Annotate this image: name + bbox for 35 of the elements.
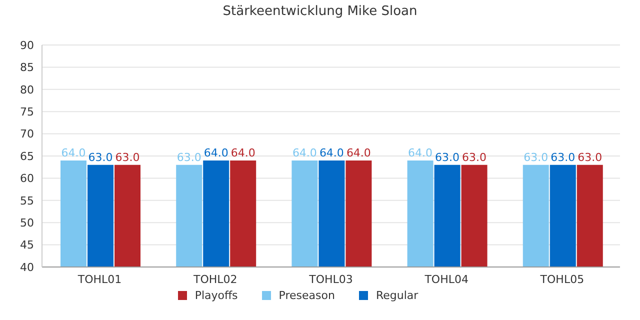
- y-tick-label: 80: [20, 83, 34, 96]
- chart-title: Stärkeentwicklung Mike Sloan: [222, 4, 418, 19]
- data-label: 63.0: [462, 150, 487, 164]
- y-tick-label: 90: [20, 38, 34, 52]
- data-label: 64.0: [61, 146, 86, 160]
- data-label: 63.0: [524, 150, 548, 164]
- y-tick-label: 50: [20, 216, 34, 230]
- y-tick-label: 60: [20, 172, 34, 186]
- data-label: 64.0: [408, 146, 433, 160]
- data-label: 64.0: [230, 146, 256, 160]
- y-tick-label: 45: [20, 238, 34, 252]
- y-tick-label: 55: [20, 194, 34, 208]
- x-tick-label: TOHL02: [192, 272, 238, 286]
- data-label: 64.0: [292, 146, 317, 160]
- x-tick-label: TOHL01: [76, 272, 122, 286]
- data-label: 64.0: [319, 146, 344, 160]
- data-label: 64.0: [204, 146, 228, 160]
- legend-label: Regular: [376, 289, 418, 302]
- data-label: 63.0: [115, 150, 140, 164]
- data-label: 63.0: [578, 150, 602, 164]
- data-label: 64.0: [346, 146, 371, 160]
- data-label: 63.0: [550, 150, 576, 164]
- data-label: 63.0: [435, 150, 460, 164]
- x-tick-label: TOHL03: [308, 272, 353, 286]
- y-tick-label: 75: [20, 106, 34, 119]
- y-tick-label: 85: [20, 61, 34, 74]
- y-tick-label: 65: [20, 150, 34, 163]
- y-tick-label: 40: [20, 260, 34, 274]
- x-tick-label: TOHL04: [424, 272, 468, 286]
- legend-label: Preseason: [278, 289, 335, 302]
- data-label: 63.0: [176, 150, 202, 164]
- y-tick-label: 70: [20, 128, 34, 141]
- data-label: 63.0: [88, 150, 113, 164]
- x-tick-label: TOHL05: [539, 272, 584, 286]
- legend-label: Playoffs: [194, 289, 238, 302]
